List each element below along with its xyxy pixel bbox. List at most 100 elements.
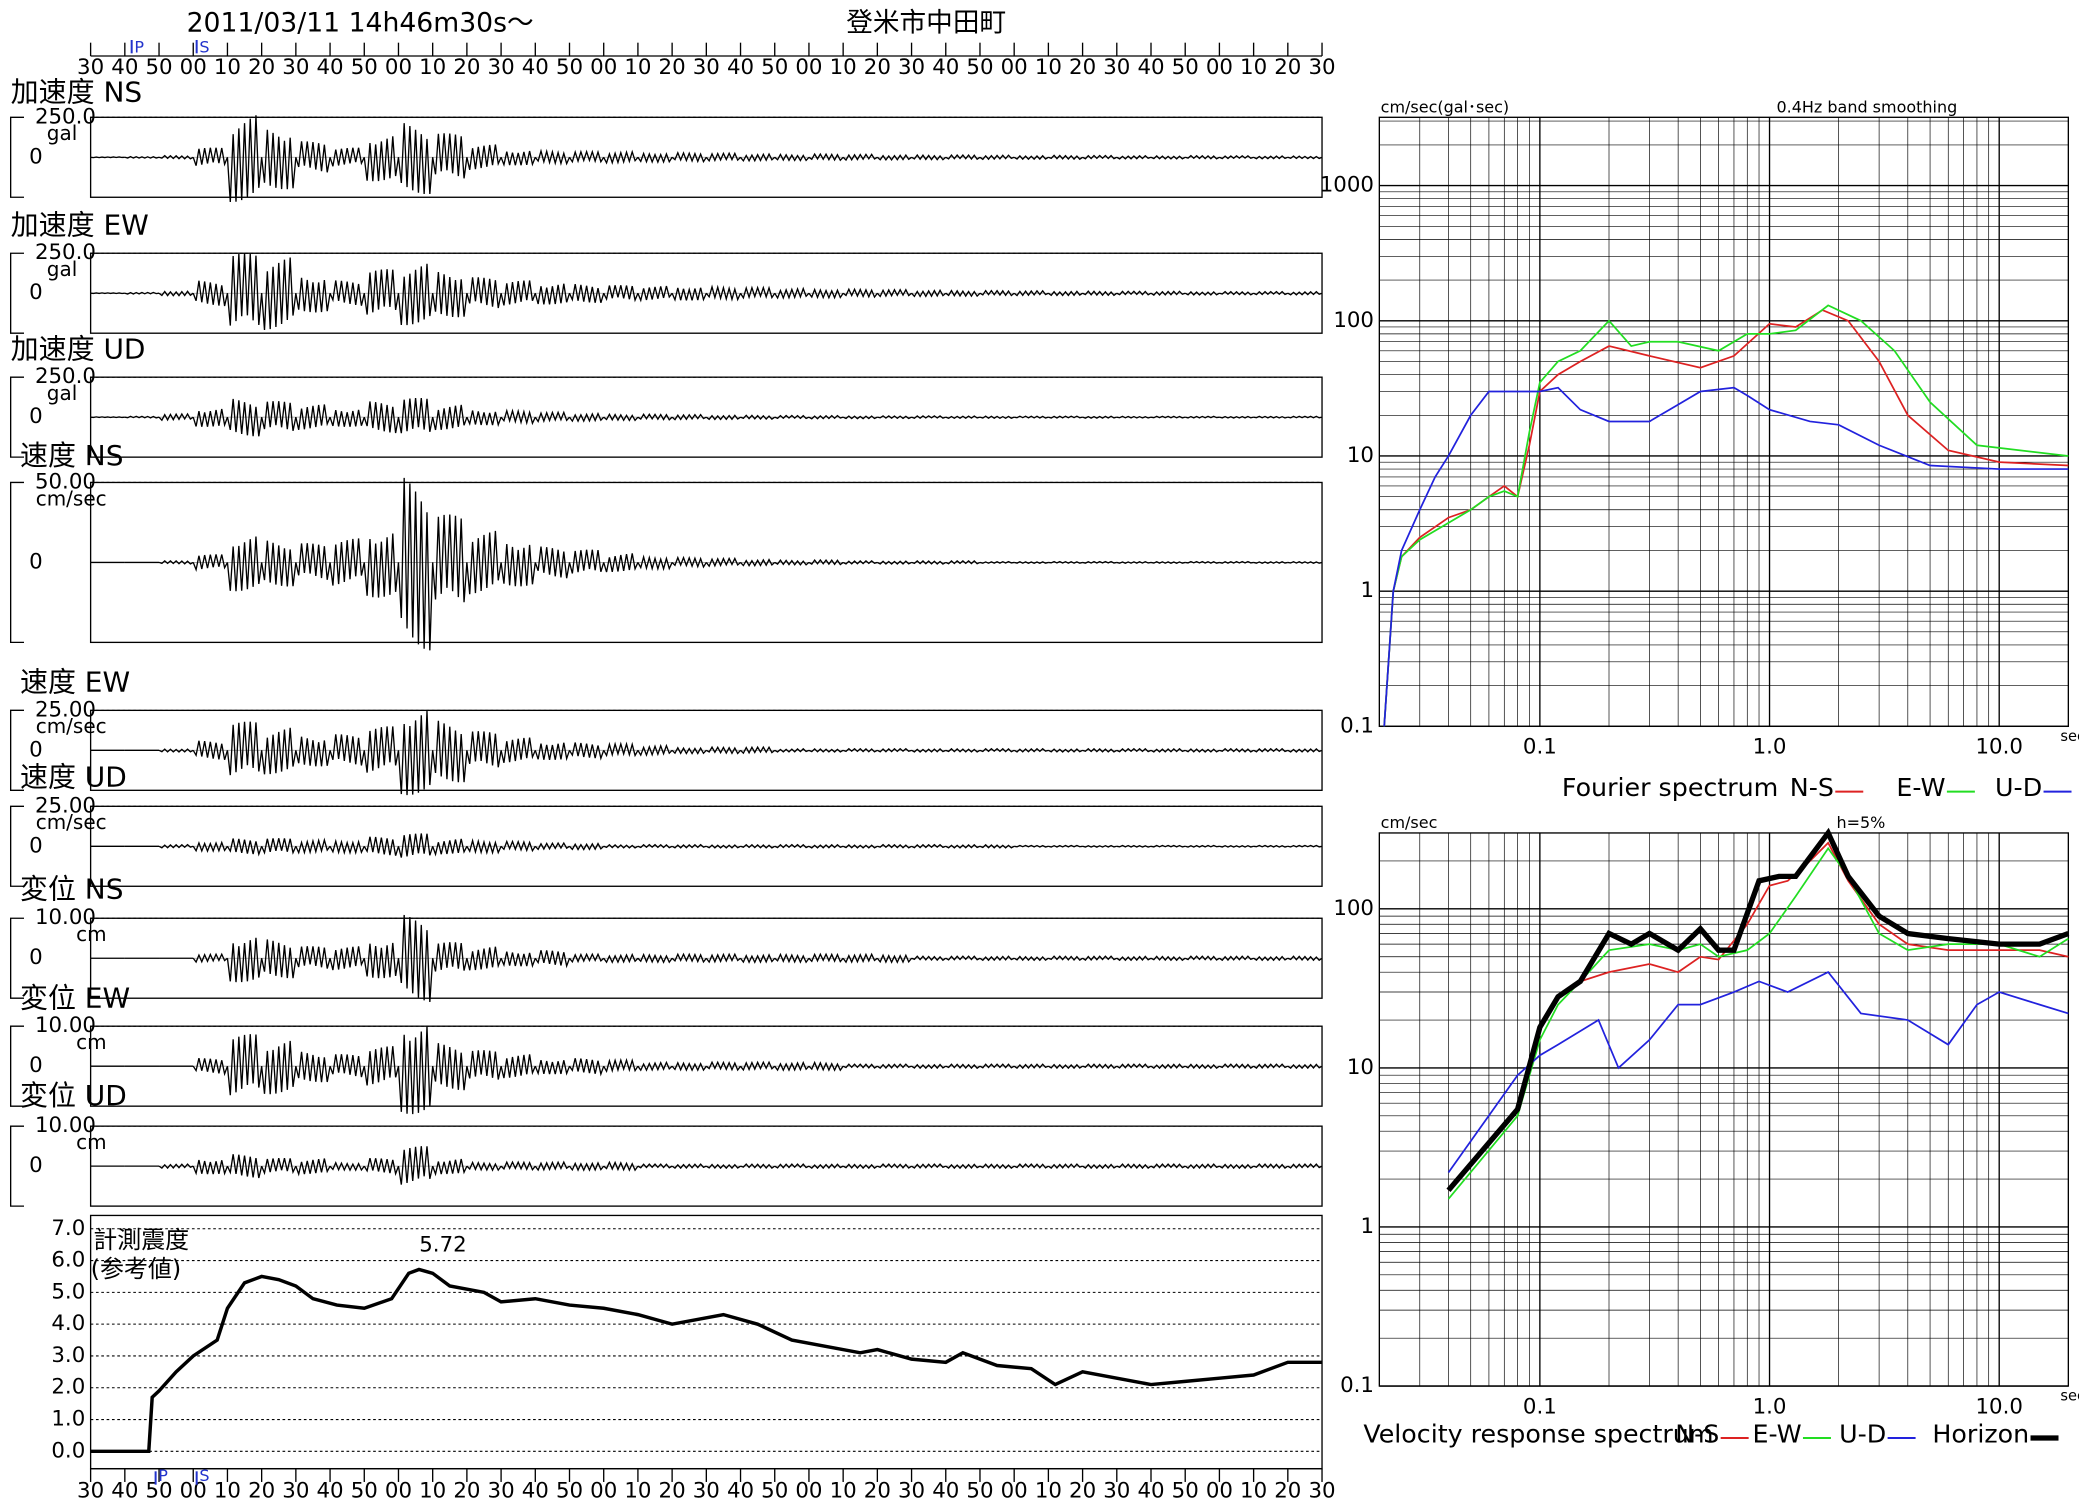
waveform-segment [534, 841, 570, 851]
waveform-segment [705, 952, 741, 964]
unit-label: gal [47, 257, 77, 281]
waveform-segment [808, 1163, 844, 1170]
x-tick-label: 40 [317, 1478, 344, 1502]
x-tick-label: 30 [488, 55, 515, 80]
y-tick-label: 0.1 [1340, 713, 1374, 738]
waveform-segment [568, 1161, 605, 1172]
waveform-segment [1150, 415, 1186, 419]
waveform-segment [261, 838, 297, 855]
waveform-segment [534, 546, 571, 579]
chart-note: h=5% [1836, 813, 1885, 832]
trace-label: 加速度 UD [11, 333, 146, 366]
waveform-segment [1116, 560, 1152, 564]
waveform-segment [1014, 561, 1049, 564]
waveform-segment [1150, 155, 1186, 160]
legend-title: Fourier spectrum [1562, 772, 1778, 802]
waveform-segment [603, 285, 639, 303]
waveform-segment [705, 1163, 741, 1170]
waveform-segment [671, 286, 707, 302]
header-datetime: 2011/03/11 14h46m30s～ [187, 8, 534, 39]
waveform-segment [1047, 290, 1083, 297]
x-tick-label: 10 [1035, 55, 1062, 80]
waveform-segment [1253, 1163, 1289, 1169]
unit-label: gal [47, 121, 77, 145]
x-tick-label: 00 [180, 55, 207, 80]
waveform-segment [260, 540, 297, 587]
waveform-segment [842, 153, 878, 162]
waveform-segment [295, 736, 331, 767]
waveform-segment [1219, 290, 1254, 296]
x-tick-label: 1.0 [1753, 735, 1787, 760]
x-tick-label: 10 [419, 1478, 446, 1502]
waveform-segment [671, 151, 707, 164]
waveform-segment [1219, 1163, 1254, 1170]
waveform-segment [260, 257, 297, 331]
waveform-segment [1048, 1063, 1083, 1070]
waveform-segment [226, 721, 263, 776]
x-tick-label: 50 [966, 1478, 993, 1502]
waveform-segment [90, 416, 125, 419]
waveform-segment [432, 942, 468, 972]
waveform-segment [808, 287, 844, 300]
waveform-segment [637, 952, 673, 964]
waveform-segment [192, 740, 229, 760]
waveform-segment [842, 1063, 878, 1069]
waveform-segment [90, 156, 125, 159]
waveform-segment [363, 136, 400, 182]
x-axis-label: sec [2060, 728, 2079, 745]
waveform-segment [466, 1160, 502, 1172]
waveform-segment [192, 1058, 229, 1077]
waveform-segment [808, 843, 844, 849]
y-tick-label: 0 [29, 144, 43, 169]
unit-label: cm/sec [36, 810, 107, 834]
x-tick-label: 50 [351, 1478, 378, 1502]
waveform-segment [842, 287, 878, 299]
waveform-segment [740, 1163, 776, 1170]
waveform-segment [295, 404, 331, 430]
waveform-segment [945, 153, 981, 161]
x-tick-label: 50 [145, 55, 172, 80]
waveform-segment [877, 747, 912, 753]
y-tick-label: 6.0 [51, 1248, 85, 1273]
spectrum-line [1447, 846, 2069, 1200]
waveform-segment [705, 745, 742, 755]
waveform-segment [397, 710, 434, 796]
y-tick-label: 25.00 [35, 793, 96, 818]
intensity-line [90, 1267, 1323, 1454]
trace-label: 速度 NS [20, 439, 124, 472]
waveform-segment [124, 155, 160, 159]
x-tick-label: 20 [1069, 1478, 1096, 1502]
x-tick-label: 10 [624, 55, 651, 80]
waveform-segment [158, 290, 194, 297]
waveform-segment [295, 1158, 331, 1177]
waveform-segment [329, 280, 365, 306]
waveform-segment [945, 1163, 981, 1170]
waveform-segment [740, 558, 776, 567]
waveform-segment [877, 843, 912, 849]
waveform-segment [739, 953, 776, 964]
plot-box [1378, 116, 2070, 728]
x-tick-label: 40 [522, 55, 549, 80]
waveform-segment [90, 292, 125, 295]
waveform-segment [568, 149, 605, 164]
unit-label: cm [76, 922, 106, 946]
waveform-segment [192, 840, 228, 853]
waveform-segment [363, 533, 400, 598]
y-tick-label: 100 [1333, 896, 1374, 921]
waveform-segment [534, 1059, 571, 1076]
plot-box [89, 1214, 1323, 1470]
x-tick-label: 0.1 [1523, 1394, 1557, 1419]
y-tick-label: 0 [29, 737, 43, 762]
x-tick-label: 30 [1103, 1478, 1130, 1502]
waveform-segment [226, 838, 263, 857]
spectrum-line [1383, 309, 2069, 727]
waveform-segment [1082, 1163, 1118, 1170]
waveform-segment [158, 1163, 194, 1170]
unit-label: cm [76, 1030, 106, 1054]
waveform-segment [363, 269, 400, 315]
waveform-segment [1116, 747, 1152, 753]
x-tick-label: 10 [214, 1478, 241, 1502]
waveform-segment [397, 914, 434, 1002]
x-tick-label: 10 [830, 1478, 857, 1502]
waveform-segment [1287, 844, 1323, 848]
